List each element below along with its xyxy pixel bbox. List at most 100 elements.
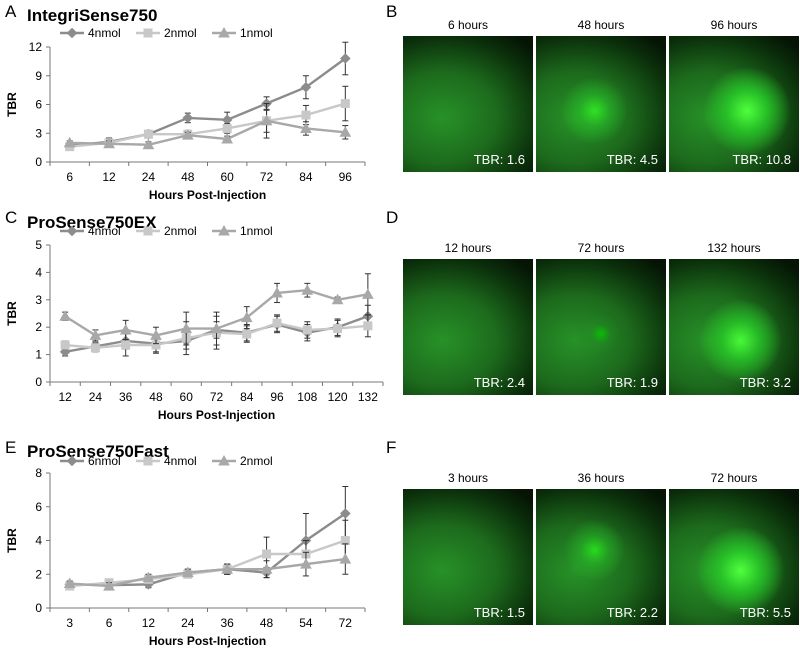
data-point [142, 138, 155, 150]
legend-marker [218, 26, 230, 38]
legend-label: 4nmol [164, 454, 197, 468]
x-tick-label: 6 [106, 616, 113, 630]
data-point [150, 329, 162, 340]
x-tick-label: 48 [149, 390, 163, 404]
tbr-label: TBR: 1.6 [473, 152, 525, 167]
x-tick-label: 72 [260, 170, 274, 184]
data-point [182, 112, 194, 124]
fluorescence-image: TBR: 2.2 [536, 489, 666, 625]
image-cell: 72 hours TBR: 5.5 [669, 471, 799, 625]
data-point [339, 553, 352, 564]
data-point [119, 323, 132, 335]
data-point [260, 563, 273, 574]
data-point [363, 321, 373, 331]
y-axis-label: TBR [5, 528, 19, 553]
x-axis-label: Hours Post-Injection [158, 408, 275, 422]
legend-label: 1nmol [240, 26, 273, 40]
legend-marker [218, 454, 230, 466]
legend-marker [143, 226, 153, 236]
fluorescence-image: TBR: 1.5 [403, 489, 533, 625]
data-point [301, 110, 311, 120]
image-time-label: 36 hours [577, 471, 625, 485]
image-cell: 132 hours TBR: 3.2 [669, 241, 799, 395]
data-point [300, 558, 312, 569]
x-tick-label: 48 [181, 170, 195, 184]
y-tick-label: 9 [35, 69, 42, 83]
legend-marker [66, 455, 78, 467]
image-cell: 72 hours TBR: 1.9 [536, 241, 666, 395]
data-point [59, 310, 71, 321]
y-tick-label: 6 [35, 500, 42, 514]
data-point [221, 563, 234, 574]
panel-letter-a: A [5, 2, 17, 21]
data-point [340, 508, 351, 519]
x-axis-label: Hours Post-Injection [149, 634, 266, 648]
panel-letter-d: D [386, 208, 399, 227]
panel-letter-e: E [5, 438, 17, 457]
x-tick-label: 96 [270, 390, 284, 404]
y-tick-label: 2 [35, 567, 42, 581]
y-tick-label: 4 [35, 534, 42, 548]
image-time-label: 72 hours [710, 471, 758, 485]
chart-title-integrisense750: IntegriSense750 [27, 6, 158, 25]
x-tick-label: 54 [299, 616, 313, 630]
panel-letter-b: B [386, 2, 398, 21]
data-point [260, 114, 273, 126]
fluorescence-image: TBR: 3.2 [669, 259, 799, 395]
image-time-label: 48 hours [577, 18, 625, 32]
x-tick-label: 120 [328, 390, 348, 404]
x-tick-label: 72 [339, 616, 353, 630]
data-point [63, 577, 76, 589]
image-row-b: 6 hours TBR: 1.6 48 hours TBR: 4.5 96 ho… [403, 18, 799, 172]
fluorescence-image: TBR: 1.9 [536, 259, 666, 395]
x-tick-label: 84 [299, 170, 313, 184]
data-point [333, 324, 343, 334]
data-point [222, 123, 232, 133]
series-line [69, 557, 346, 588]
data-point [60, 340, 70, 350]
data-point [340, 536, 350, 545]
image-time-label: 72 hours [577, 241, 625, 255]
fluorescence-image: TBR: 1.6 [403, 36, 533, 172]
y-tick-label: 12 [29, 40, 43, 54]
image-cell: 6 hours TBR: 1.6 [403, 18, 533, 172]
x-tick-label: 48 [260, 616, 274, 630]
data-point [90, 343, 100, 353]
x-tick-label: 108 [297, 390, 317, 404]
data-point [271, 286, 283, 298]
image-row-f: 3 hours TBR: 1.5 36 hours TBR: 2.2 72 ho… [403, 471, 799, 625]
x-tick-label: 3 [66, 616, 73, 630]
x-tick-label: 84 [240, 390, 254, 404]
tbr-label: TBR: 2.2 [606, 605, 658, 620]
y-tick-label: 2 [35, 320, 42, 334]
tbr-label: TBR: 3.2 [739, 375, 791, 390]
series-line [69, 102, 346, 148]
data-point [340, 53, 351, 64]
x-tick-label: 96 [339, 170, 353, 184]
x-tick-label: 36 [119, 390, 133, 404]
chart-title-prosense750fast: ProSense750Fast [27, 442, 169, 461]
x-tick-label: 24 [142, 170, 156, 184]
y-tick-label: 3 [35, 293, 42, 307]
data-point [362, 288, 374, 299]
image-time-label: 3 hours [447, 471, 489, 485]
legend-marker [143, 456, 153, 466]
data-point [210, 322, 223, 334]
x-tick-label: 72 [210, 390, 224, 404]
tbr-label: TBR: 4.5 [606, 152, 658, 167]
data-point [300, 122, 312, 133]
fluorescence-image: TBR: 4.5 [536, 36, 666, 172]
data-point [331, 293, 344, 305]
series-line [69, 119, 346, 146]
data-point [302, 325, 312, 335]
x-tick-label: 12 [102, 170, 116, 184]
legend-label: 6nmol [88, 454, 121, 468]
y-tick-label: 0 [35, 601, 42, 615]
x-tick-label: 60 [221, 170, 235, 184]
panel-letter-c: C [5, 208, 18, 227]
y-tick-label: 8 [35, 466, 42, 480]
x-tick-label: 12 [142, 616, 156, 630]
y-tick-label: 3 [35, 126, 42, 140]
data-point [180, 322, 193, 334]
